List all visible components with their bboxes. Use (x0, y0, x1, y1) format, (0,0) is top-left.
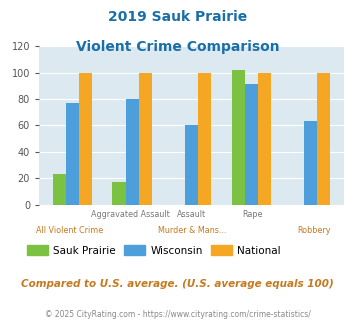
Text: Compared to U.S. average. (U.S. average equals 100): Compared to U.S. average. (U.S. average … (21, 279, 334, 289)
Bar (258, 73, 271, 205)
Bar (198, 73, 211, 205)
Bar (317, 73, 331, 205)
Text: 2019 Sauk Prairie: 2019 Sauk Prairie (108, 10, 247, 24)
Text: © 2025 CityRating.com - https://www.cityrating.com/crime-statistics/: © 2025 CityRating.com - https://www.city… (45, 310, 310, 319)
Bar (126, 99, 139, 205)
Bar (53, 174, 66, 205)
Text: Rape: Rape (242, 210, 263, 218)
Legend: Sauk Prairie, Wisconsin, National: Sauk Prairie, Wisconsin, National (23, 241, 285, 260)
Bar (185, 125, 198, 205)
Text: Violent Crime Comparison: Violent Crime Comparison (76, 40, 279, 53)
Bar (66, 103, 79, 205)
Text: Aggravated Assault: Aggravated Assault (91, 210, 170, 218)
Bar (139, 73, 152, 205)
Text: Murder & Mans...: Murder & Mans... (158, 226, 226, 235)
Text: Robbery: Robbery (297, 226, 331, 235)
Text: All Violent Crime: All Violent Crime (36, 226, 103, 235)
Bar (304, 121, 317, 205)
Bar (113, 182, 126, 205)
Bar (231, 70, 245, 205)
Text: Assault: Assault (177, 210, 206, 218)
Bar (79, 73, 92, 205)
Bar (245, 84, 258, 205)
